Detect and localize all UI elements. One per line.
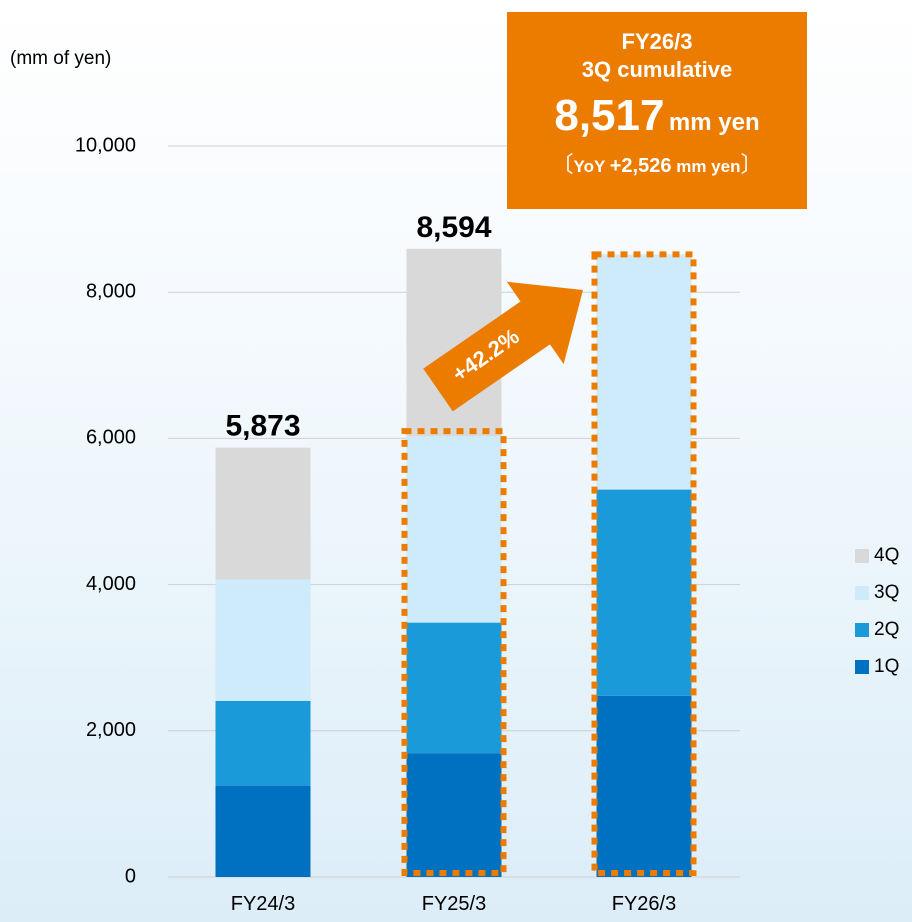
callout-yoy-line: 〔YoY +2,526 mm yen〕 <box>507 152 807 180</box>
legend-label: 1Q <box>874 656 899 677</box>
callout-bracket-open: 〔 <box>551 152 574 177</box>
y-tick-label: 10,000 <box>75 134 136 156</box>
growth-arrow-shape <box>423 281 583 412</box>
callout-yoy-prefix: YoY <box>573 157 606 176</box>
total-label: 8,594 <box>416 211 491 244</box>
callout-value-unit: mm yen <box>668 109 760 136</box>
highlight-boxes <box>401 251 697 877</box>
callout-yoy-unit: mm yen <box>676 157 741 176</box>
highlight-box <box>591 251 697 877</box>
callout-yoy-value: +2,526 <box>609 155 672 177</box>
bar-segment-1q <box>215 785 311 877</box>
bar-segment-3q <box>596 254 692 490</box>
bar-segment-2q <box>215 700 311 786</box>
callout-value: 8,517 <box>554 91 665 140</box>
summary-callout: FY26/3 3Q cumulative 8,517 mm yen 〔YoY +… <box>507 12 807 209</box>
y-tick-label: 6,000 <box>86 427 136 449</box>
callout-period: FY26/3 <box>621 29 693 54</box>
legend-swatch-2q <box>855 623 869 637</box>
y-tick-label: 8,000 <box>86 280 136 302</box>
callout-bracket-close: 〕 <box>740 152 763 177</box>
legend: 4Q 3Q 2Q 1Q <box>855 545 899 677</box>
legend-label: 2Q <box>874 619 899 640</box>
legend-label: 4Q <box>874 545 899 566</box>
bar-segment-4q <box>215 447 311 580</box>
legend-swatch-4q <box>855 549 869 563</box>
bar-segment-3q <box>406 436 502 623</box>
callout-subtitle: 3Q cumulative <box>581 57 733 82</box>
bars <box>215 248 692 877</box>
bar-segment-2q <box>406 622 502 754</box>
bar-segment-1q <box>596 695 692 877</box>
total-labels: 5,873 8,594 <box>225 211 491 443</box>
bar-segment-2q <box>596 489 692 696</box>
legend-label: 3Q <box>874 582 899 603</box>
x-tick-label: FY26/3 <box>612 893 676 915</box>
y-tick-label: 2,000 <box>86 719 136 741</box>
y-tick-label: 0 <box>125 865 136 887</box>
total-label: 5,873 <box>225 410 300 443</box>
unit-label: (mm of yen) <box>10 48 112 69</box>
y-tick-label: 4,000 <box>86 573 136 595</box>
x-tick-label: FY24/3 <box>231 893 295 915</box>
legend-swatch-3q <box>855 586 869 600</box>
y-axis-ticks: 0 2,000 4,000 6,000 8,000 10,000 <box>75 134 136 887</box>
x-axis-labels: FY24/3 FY25/3 FY26/3 <box>231 893 676 915</box>
highlight-box <box>401 428 507 876</box>
bar-segment-1q <box>406 753 502 877</box>
bar-segment-3q <box>215 579 311 701</box>
x-tick-label: FY25/3 <box>422 893 486 915</box>
legend-swatch-1q <box>855 660 869 674</box>
callout-value-line: 8,517 mm yen <box>507 90 807 152</box>
